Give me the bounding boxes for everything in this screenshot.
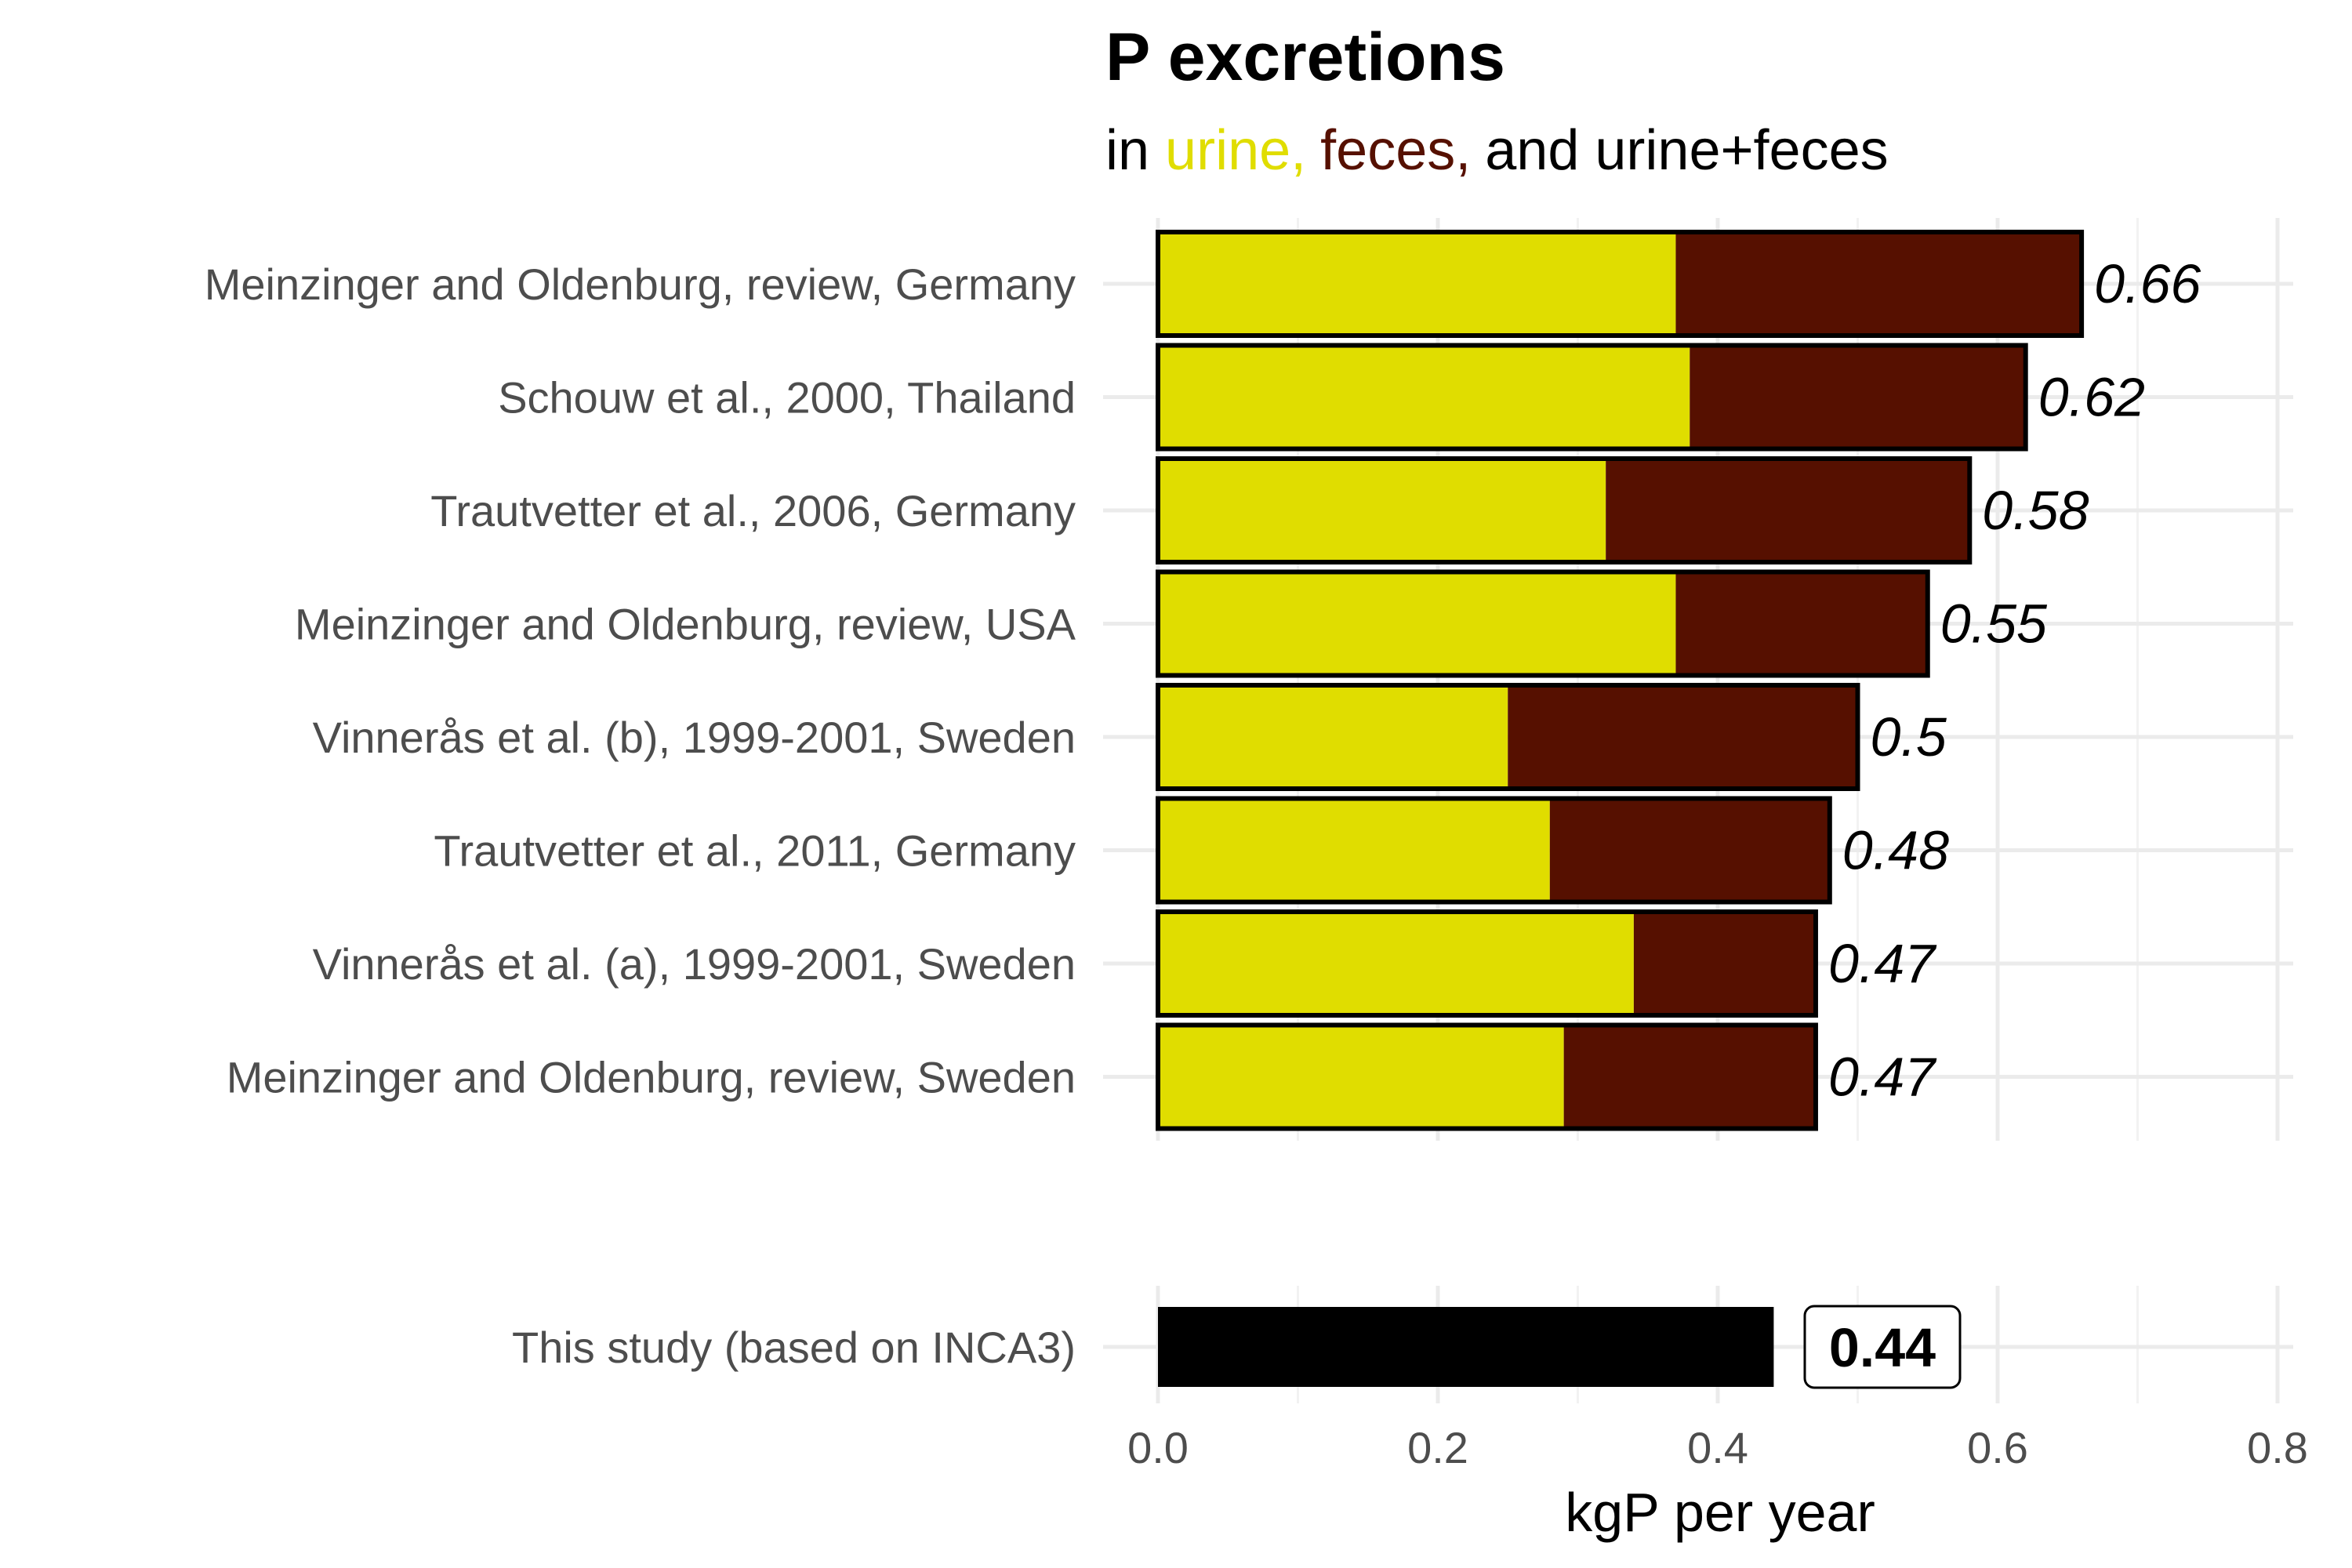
bar-urine bbox=[1158, 798, 1550, 902]
study-category-label: This study (based on INCA3) bbox=[512, 1323, 1076, 1372]
chart-subtitle: in urine, feces, and urine+feces bbox=[1105, 119, 1889, 182]
bar-this-study bbox=[1158, 1307, 1774, 1387]
study-value-box bbox=[1803, 1305, 1962, 1389]
bar-urine bbox=[1158, 232, 1676, 336]
bar-urine bbox=[1158, 459, 1606, 562]
bar-total-label: 0.5 bbox=[1871, 706, 1947, 768]
category-label: Schouw et al., 2000, Thailand bbox=[498, 373, 1076, 423]
x-tick-label: 0.0 bbox=[1127, 1423, 1189, 1472]
bars-layer bbox=[1156, 230, 2085, 1387]
x-axis: 0.0 0.2 0.4 0.6 0.8 bbox=[1127, 1423, 2308, 1472]
bar-urine bbox=[1158, 572, 1676, 676]
bar-feces bbox=[1633, 912, 1816, 1015]
bar-outline bbox=[1156, 796, 1832, 905]
bar-feces bbox=[1675, 572, 1928, 676]
bar-outline bbox=[1156, 343, 2028, 452]
bar-feces bbox=[1563, 1025, 1816, 1129]
subtitle-suffix: and urine+feces bbox=[1485, 119, 1888, 182]
x-tick-label: 0.6 bbox=[1967, 1423, 2028, 1472]
x-tick-label: 0.4 bbox=[1687, 1423, 1748, 1472]
bar-feces bbox=[1549, 798, 1830, 902]
bar-outline bbox=[1156, 909, 1818, 1018]
subtitle-urine: urine, bbox=[1165, 119, 1306, 182]
subtitle-feces: feces, bbox=[1320, 119, 1471, 182]
bar-total-label: 0.66 bbox=[2094, 253, 2201, 314]
bar-outline bbox=[1156, 456, 1973, 564]
bar-total-label: 0.48 bbox=[1842, 820, 1949, 881]
bar-total-label: 0.58 bbox=[1982, 480, 2089, 541]
bar-outline bbox=[1156, 683, 1860, 791]
subtitle-prefix: in bbox=[1105, 119, 1165, 182]
bar-feces bbox=[1606, 459, 1970, 562]
bar-feces bbox=[1675, 232, 2082, 336]
bar-feces bbox=[1690, 345, 2026, 449]
category-label: Trautvetter et al., 2011, Germany bbox=[434, 826, 1076, 876]
bar-urine bbox=[1158, 912, 1634, 1015]
x-axis-title: kgP per year bbox=[1565, 1482, 1875, 1543]
bar-outline bbox=[1156, 230, 2085, 338]
x-tick-label: 0.8 bbox=[2247, 1423, 2308, 1472]
labels-layer: 0.66 Meinzinger and Oldenburg, review, Ge… bbox=[205, 253, 2201, 1389]
study-value-label: 0.44 bbox=[1829, 1317, 1936, 1378]
category-label: Meinzinger and Oldenburg, review, USA bbox=[295, 600, 1076, 649]
bar-outline bbox=[1156, 569, 1930, 678]
bar-total-label: 0.47 bbox=[1828, 1047, 1937, 1108]
category-label: Meinzinger and Oldenburg, review, Sweden bbox=[227, 1053, 1076, 1102]
bar-total-label: 0.55 bbox=[1940, 593, 2048, 655]
x-tick-label: 0.2 bbox=[1407, 1423, 1468, 1472]
bar-urine bbox=[1158, 1025, 1564, 1129]
chart-title: P excretions bbox=[1105, 20, 1505, 95]
category-label: Meinzinger and Oldenburg, review, German… bbox=[205, 260, 1076, 309]
category-label: Vinnerås et al. (a), 1999-2001, Sweden bbox=[313, 939, 1076, 989]
bar-outline bbox=[1156, 1022, 1818, 1131]
category-label: Vinnerås et al. (b), 1999-2001, Sweden bbox=[313, 713, 1076, 762]
bar-total-label: 0.62 bbox=[2038, 367, 2145, 428]
bar-total-label: 0.47 bbox=[1828, 933, 1937, 994]
category-label: Trautvetter et al., 2006, Germany bbox=[430, 486, 1076, 535]
bar-urine bbox=[1158, 685, 1508, 789]
bar-urine bbox=[1158, 345, 1690, 449]
bar-feces bbox=[1508, 685, 1858, 789]
